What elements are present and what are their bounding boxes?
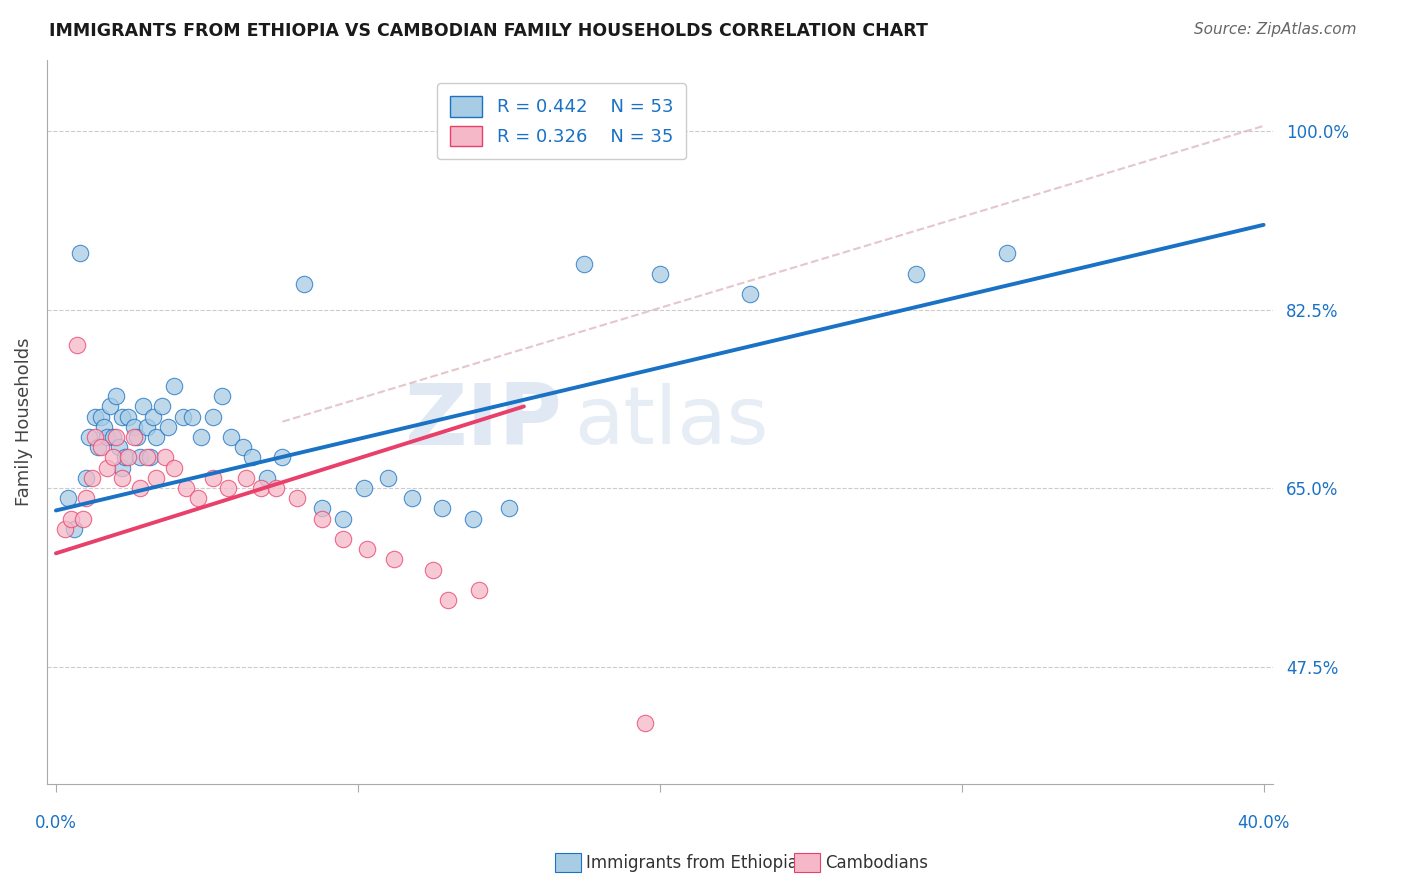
Point: [153, 450, 176, 465]
Point: [142, 409, 165, 424]
Point: [211, 389, 233, 403]
Point: [266, 481, 288, 495]
Point: [240, 450, 263, 465]
Point: [60, 511, 83, 525]
Legend: R = 0.442    N = 53, R = 0.326    N = 35: R = 0.442 N = 53, R = 0.326 N = 35: [437, 83, 686, 159]
Point: [163, 460, 186, 475]
Point: [187, 491, 209, 506]
Point: [250, 481, 273, 495]
Point: [232, 440, 254, 454]
Point: [77, 430, 100, 444]
Point: [127, 430, 149, 444]
Point: [382, 552, 405, 566]
Point: [235, 471, 257, 485]
Point: [467, 582, 489, 597]
Point: [108, 440, 131, 454]
Text: IMMIGRANTS FROM ETHIOPIA VS CAMBODIAN FAMILY HOUSEHOLDS CORRELATION CHART: IMMIGRANTS FROM ETHIOPIA VS CAMBODIAN FA…: [49, 22, 928, 40]
Point: [117, 409, 139, 424]
Point: [150, 400, 173, 414]
Point: [75, 491, 97, 506]
Point: [117, 450, 139, 465]
Point: [105, 430, 128, 444]
Text: 40.0%: 40.0%: [1237, 814, 1289, 832]
Point: [995, 246, 1018, 260]
Point: [256, 471, 278, 485]
Point: [93, 420, 115, 434]
Text: atlas: atlas: [574, 383, 768, 461]
Point: [105, 389, 128, 403]
Point: [129, 481, 152, 495]
Point: [292, 277, 315, 291]
Point: [219, 430, 242, 444]
Point: [311, 511, 333, 525]
Point: [422, 563, 444, 577]
Point: [271, 450, 294, 465]
Point: [332, 532, 354, 546]
Point: [96, 460, 118, 475]
Point: [87, 440, 110, 454]
Point: [353, 481, 375, 495]
Point: [461, 511, 484, 525]
Point: [103, 450, 125, 465]
Point: [201, 471, 224, 485]
Point: [740, 287, 762, 301]
Point: [190, 430, 212, 444]
Text: ZIP: ZIP: [404, 380, 562, 463]
Point: [111, 460, 134, 475]
Point: [634, 715, 657, 730]
Point: [332, 511, 354, 525]
Point: [124, 420, 146, 434]
Point: [172, 409, 194, 424]
Point: [156, 420, 179, 434]
Point: [114, 450, 136, 465]
Point: [90, 409, 112, 424]
Point: [174, 481, 197, 495]
Point: [84, 430, 107, 444]
Point: [96, 430, 118, 444]
Point: [63, 522, 86, 536]
Point: [905, 267, 928, 281]
Y-axis label: Family Households: Family Households: [15, 337, 32, 506]
Point: [90, 440, 112, 454]
Point: [103, 430, 125, 444]
Point: [648, 267, 671, 281]
Point: [75, 471, 97, 485]
Point: [66, 338, 89, 352]
Point: [401, 491, 423, 506]
Text: 0.0%: 0.0%: [35, 814, 77, 832]
Point: [356, 542, 378, 557]
Point: [53, 522, 76, 536]
Point: [135, 420, 157, 434]
Point: [145, 430, 167, 444]
Text: Cambodians: Cambodians: [825, 854, 928, 871]
Point: [574, 257, 596, 271]
Point: [129, 450, 152, 465]
Point: [132, 400, 155, 414]
Point: [135, 450, 157, 465]
Point: [180, 409, 202, 424]
Point: [498, 501, 520, 516]
Point: [69, 246, 91, 260]
Point: [138, 450, 160, 465]
Text: Immigrants from Ethiopia: Immigrants from Ethiopia: [586, 854, 799, 871]
Point: [287, 491, 309, 506]
Point: [124, 430, 146, 444]
Point: [98, 400, 121, 414]
Point: [72, 511, 94, 525]
Point: [311, 501, 333, 516]
Point: [82, 471, 104, 485]
Point: [145, 471, 167, 485]
Point: [111, 409, 134, 424]
Point: [437, 593, 460, 607]
Text: Source: ZipAtlas.com: Source: ZipAtlas.com: [1194, 22, 1357, 37]
Point: [163, 379, 186, 393]
Point: [201, 409, 224, 424]
Point: [56, 491, 79, 506]
Point: [432, 501, 454, 516]
Point: [217, 481, 239, 495]
Point: [84, 409, 107, 424]
Point: [377, 471, 399, 485]
Point: [111, 471, 134, 485]
